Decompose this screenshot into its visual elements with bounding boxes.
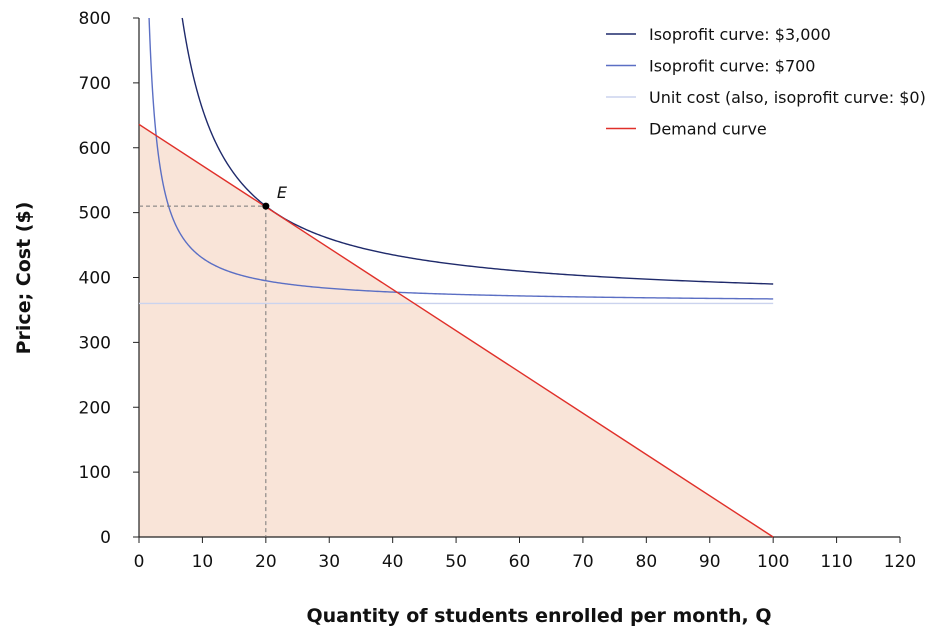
y-tick-label: 300 xyxy=(79,333,111,353)
legend-label: Isoprofit curve: $700 xyxy=(649,57,815,76)
x-tick-label: 120 xyxy=(884,552,916,572)
x-tick-label: 110 xyxy=(820,552,852,572)
y-tick-label: 500 xyxy=(79,204,111,224)
x-tick-label: 20 xyxy=(255,552,277,572)
series-0-line xyxy=(181,17,774,285)
series-1-line xyxy=(148,18,774,300)
y-tick-label: 0 xyxy=(100,528,111,548)
y-tick-label: 700 xyxy=(79,74,111,94)
x-tick-label: 10 xyxy=(192,552,214,572)
y-tick-label: 400 xyxy=(79,269,111,289)
x-tick-label: 50 xyxy=(445,552,467,572)
y-tick-label: 800 xyxy=(79,9,111,29)
plot-area: 0 10 20 30 40 50 60 70 80 90 100 110 120 0 100 200 300 40… xyxy=(79,9,926,572)
legend-label: Unit cost (also, isoprofit curve: $0) xyxy=(649,88,926,107)
y-tick-label: 100 xyxy=(79,463,111,483)
legend-label: Demand curve xyxy=(649,120,767,139)
x-tick-label: 40 xyxy=(382,552,404,572)
x-tick-label: 0 xyxy=(134,552,145,572)
x-tick-label: 100 xyxy=(757,552,789,572)
y-tick-label: 200 xyxy=(79,398,111,418)
y-axis-label: Price; Cost ($) xyxy=(13,202,35,355)
x-tick-label: 60 xyxy=(509,552,531,572)
x-tick-label: 80 xyxy=(636,552,658,572)
point-marker xyxy=(262,202,270,210)
y-tick-label: 600 xyxy=(79,139,111,159)
series-3-line xyxy=(138,123,774,538)
x-tick-label: 30 xyxy=(318,552,340,572)
x-axis-label: Quantity of students enrolled per month,… xyxy=(307,605,772,627)
x-tick-label: 90 xyxy=(699,552,721,572)
x-tick-label: 70 xyxy=(572,552,594,572)
point-label: E xyxy=(277,183,288,202)
legend-label: Isoprofit curve: $3,000 xyxy=(649,25,831,44)
